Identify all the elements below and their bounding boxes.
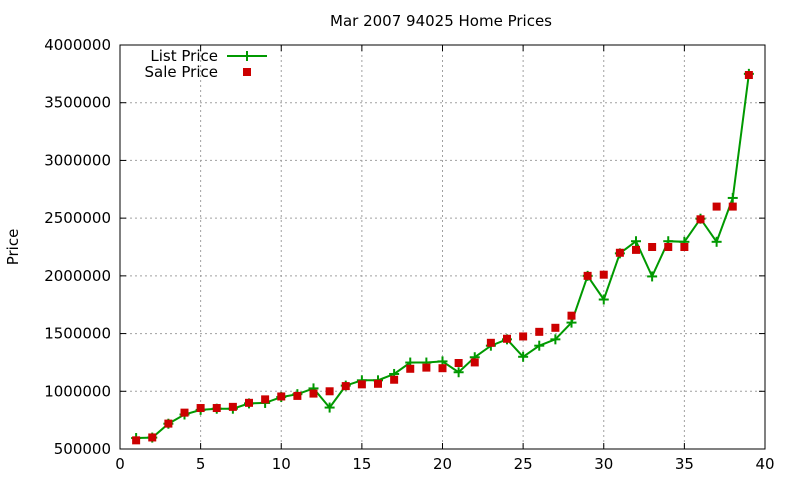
legend-label-list-price: List Price — [150, 47, 218, 65]
sale-price-point — [357, 380, 366, 389]
legend: List Price Sale Price — [145, 47, 267, 81]
y-tick-label: 1000000 — [44, 382, 111, 400]
sale-price-point — [696, 215, 705, 224]
sale-price-point — [712, 202, 721, 211]
sale-price-point — [551, 323, 560, 332]
x-tick-label: 0 — [115, 455, 125, 473]
sale-price-point — [196, 404, 205, 413]
sale-price-point — [535, 327, 544, 336]
sale-price-point — [261, 395, 270, 404]
legend-marker-sale-price — [243, 68, 251, 76]
y-axis: 500000 1000000 1500000 2000000 2500000 300000… — [44, 36, 765, 458]
list-price-point — [711, 236, 722, 247]
y-tick-label: 3000000 — [44, 151, 111, 169]
sale-price-point — [454, 359, 463, 368]
sale-price-point — [503, 334, 511, 343]
x-tick-label: 20 — [433, 455, 452, 473]
sale-price-point — [374, 379, 382, 388]
sale-price-point — [132, 436, 141, 445]
sale-price-point — [148, 433, 157, 442]
x-tick-label: 30 — [594, 455, 613, 473]
x-tick-label: 5 — [196, 455, 206, 473]
sale-price-point — [728, 202, 737, 211]
plot-series — [131, 68, 754, 445]
y-tick-label: 1500000 — [44, 325, 111, 343]
x-tick-label: 15 — [352, 455, 371, 473]
sale-price-point — [680, 243, 689, 251]
y-tick-label: 2000000 — [44, 267, 111, 285]
y-tick-label: 3500000 — [44, 94, 111, 112]
legend-label-sale-price: Sale Price — [145, 63, 218, 81]
sale-price-point — [744, 71, 753, 80]
sale-price-point — [228, 402, 237, 411]
legend-marker-list-price — [242, 51, 252, 61]
sale-price-point — [615, 248, 624, 257]
list-price-point — [727, 192, 738, 203]
sale-price-point — [470, 358, 479, 367]
list-price-point — [453, 367, 464, 378]
sale-price-point — [567, 311, 576, 320]
list-price-point — [324, 402, 335, 413]
sale-price-point — [648, 243, 657, 251]
sale-price-point — [406, 364, 415, 373]
sale-price-point — [486, 338, 495, 347]
list-price-point — [518, 351, 529, 362]
list-price-point — [598, 294, 609, 305]
sale-price-point — [519, 332, 528, 341]
sale-price-point — [390, 375, 399, 384]
x-axis: 0 5 10 15 20 25 30 35 40 — [115, 45, 775, 473]
x-tick-label: 40 — [755, 455, 774, 473]
sale-price-point — [632, 245, 640, 254]
y-tick-label: 4000000 — [44, 36, 111, 54]
x-tick-label: 35 — [675, 455, 694, 473]
sale-price-point — [212, 404, 221, 413]
sale-price-point — [438, 364, 447, 373]
list-price-point — [534, 340, 545, 351]
list-price-point — [550, 334, 561, 345]
sale-price-point — [325, 387, 334, 396]
sale-price-point — [422, 363, 431, 372]
y-axis-label: Price — [4, 229, 22, 266]
y-tick-label: 500000 — [54, 440, 111, 458]
sale-price-point — [164, 419, 173, 428]
sale-price-point — [341, 382, 350, 391]
sale-price-point — [309, 389, 318, 398]
sale-price-point — [293, 391, 302, 400]
sale-price-point — [245, 398, 253, 407]
list-price-point — [647, 271, 658, 282]
sale-price-point — [583, 271, 592, 280]
sale-price-point — [180, 408, 189, 417]
x-tick-label: 25 — [514, 455, 533, 473]
chart-title: Mar 2007 94025 Home Prices — [330, 12, 552, 30]
sale-price-point — [277, 392, 286, 401]
sale-price-point — [599, 270, 608, 279]
list-price-point — [631, 236, 641, 247]
x-tick-label: 10 — [272, 455, 291, 473]
y-tick-label: 2500000 — [44, 209, 111, 227]
sale-price-point — [664, 243, 673, 251]
